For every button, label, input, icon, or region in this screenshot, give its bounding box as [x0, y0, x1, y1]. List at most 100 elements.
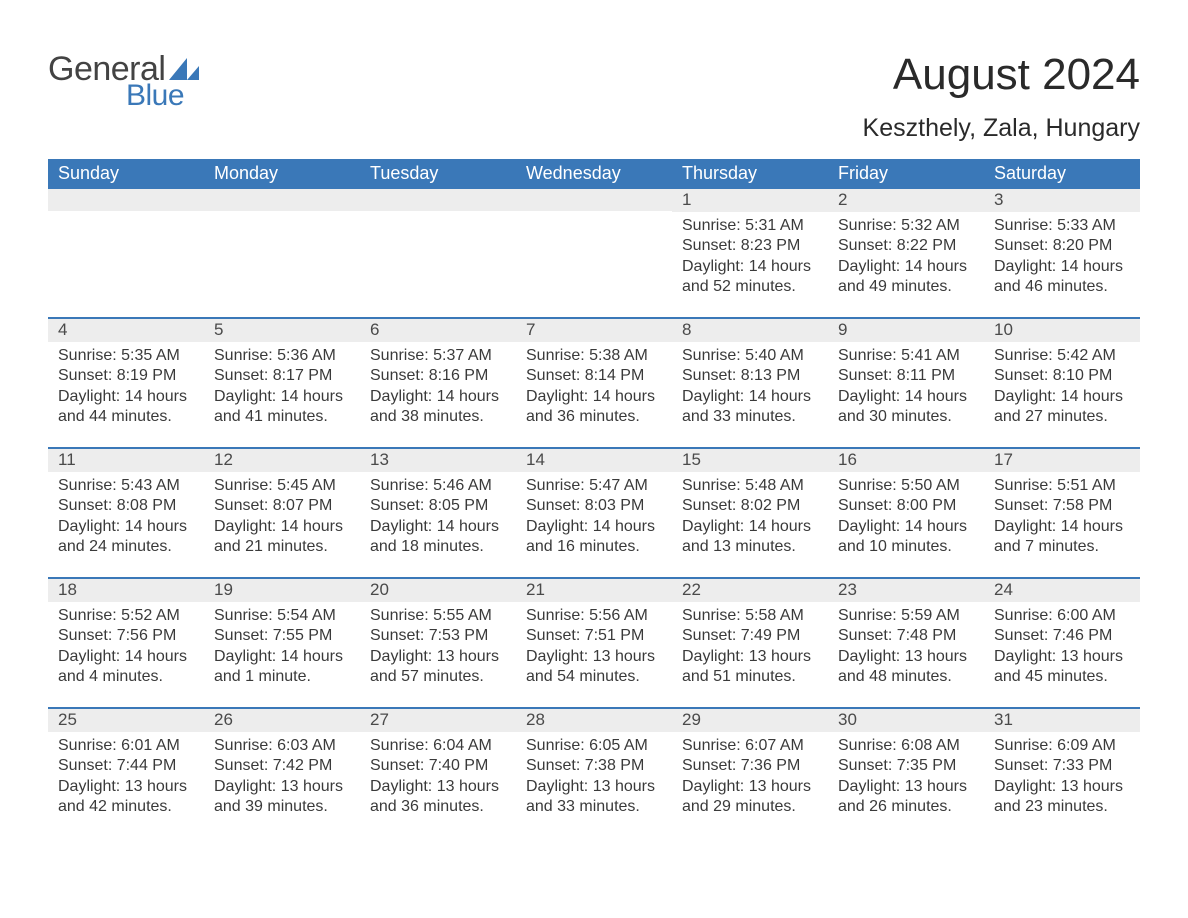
sunrise-text: Sunrise: 5:48 AM: [682, 476, 818, 496]
calendar-day-cell: 28Sunrise: 6:05 AMSunset: 7:38 PMDayligh…: [516, 709, 672, 837]
daylight-text: Daylight: 14 hours and 49 minutes.: [838, 257, 974, 298]
daylight-text: Daylight: 14 hours and 13 minutes.: [682, 517, 818, 558]
sunset-text: Sunset: 7:36 PM: [682, 756, 818, 776]
day-number: 24: [994, 580, 1013, 599]
sunset-text: Sunset: 8:23 PM: [682, 236, 818, 256]
day-number: 2: [838, 190, 847, 209]
calendar-day-cell: 8Sunrise: 5:40 AMSunset: 8:13 PMDaylight…: [672, 319, 828, 447]
sunset-text: Sunset: 8:13 PM: [682, 366, 818, 386]
header: General Blue August 2024 Keszthely, Zala…: [48, 50, 1140, 143]
sunset-text: Sunset: 7:51 PM: [526, 626, 662, 646]
day-number: 29: [682, 710, 701, 729]
calendar-day-cell: 22Sunrise: 5:58 AMSunset: 7:49 PMDayligh…: [672, 579, 828, 707]
day-number: 16: [838, 450, 857, 469]
weekday-header: Tuesday: [360, 159, 516, 189]
day-number-bar: 7: [516, 319, 672, 342]
weekday-header: Friday: [828, 159, 984, 189]
sunrise-text: Sunrise: 5:32 AM: [838, 216, 974, 236]
daylight-text: Daylight: 14 hours and 41 minutes.: [214, 387, 350, 428]
sunrise-text: Sunrise: 6:03 AM: [214, 736, 350, 756]
sunset-text: Sunset: 8:11 PM: [838, 366, 974, 386]
day-number: 11: [58, 450, 76, 469]
daylight-text: Daylight: 13 hours and 42 minutes.: [58, 777, 194, 818]
sunrise-text: Sunrise: 5:36 AM: [214, 346, 350, 366]
day-number-bar: 27: [360, 709, 516, 732]
calendar-day-cell: 25Sunrise: 6:01 AMSunset: 7:44 PMDayligh…: [48, 709, 204, 837]
calendar-day-cell: 15Sunrise: 5:48 AMSunset: 8:02 PMDayligh…: [672, 449, 828, 577]
daylight-text: Daylight: 14 hours and 21 minutes.: [214, 517, 350, 558]
daylight-text: Daylight: 14 hours and 4 minutes.: [58, 647, 194, 688]
weeks-container: 1Sunrise: 5:31 AMSunset: 8:23 PMDaylight…: [48, 189, 1140, 837]
page-title: August 2024: [863, 50, 1140, 100]
calendar-day-cell: 1Sunrise: 5:31 AMSunset: 8:23 PMDaylight…: [672, 189, 828, 317]
day-number-bar: 22: [672, 579, 828, 602]
sunset-text: Sunset: 7:40 PM: [370, 756, 506, 776]
day-number-bar: 6: [360, 319, 516, 342]
sunset-text: Sunset: 7:56 PM: [58, 626, 194, 646]
sunset-text: Sunset: 7:33 PM: [994, 756, 1130, 776]
daylight-text: Daylight: 14 hours and 36 minutes.: [526, 387, 662, 428]
day-number: 23: [838, 580, 857, 599]
day-number-bar: 28: [516, 709, 672, 732]
day-number: 10: [994, 320, 1013, 339]
calendar-day-cell: 9 Sunrise: 5:41 AMSunset: 8:11 PMDaylight…: [828, 319, 984, 447]
daylight-text: Daylight: 14 hours and 30 minutes.: [838, 387, 974, 428]
calendar-day-cell: 17Sunrise: 5:51 AMSunset: 7:58 PMDayligh…: [984, 449, 1140, 577]
day-number-bar: [48, 189, 204, 211]
calendar-day-cell: 20Sunrise: 5:55 AMSunset: 7:53 PMDayligh…: [360, 579, 516, 707]
sunrise-text: Sunrise: 5:52 AM: [58, 606, 194, 626]
sunrise-text: Sunrise: 5:45 AM: [214, 476, 350, 496]
sunrise-text: Sunrise: 5:41 AM: [838, 346, 974, 366]
sunrise-text: Sunrise: 5:54 AM: [214, 606, 350, 626]
day-number-bar: 13: [360, 449, 516, 472]
day-number: 27: [370, 710, 389, 729]
sunrise-text: Sunrise: 5:47 AM: [526, 476, 662, 496]
calendar-week-row: 4Sunrise: 5:35 AMSunset: 8:19 PMDaylight…: [48, 317, 1140, 447]
calendar-day-cell: 23Sunrise: 5:59 AMSunset: 7:48 PMDayligh…: [828, 579, 984, 707]
daylight-text: Daylight: 13 hours and 36 minutes.: [370, 777, 506, 818]
weekday-header: Thursday: [672, 159, 828, 189]
day-number-bar: 11: [48, 449, 204, 472]
day-number-bar: 5: [204, 319, 360, 342]
calendar-day-cell: 12Sunrise: 5:45 AMSunset: 8:07 PMDayligh…: [204, 449, 360, 577]
calendar-day-cell: 16Sunrise: 5:50 AMSunset: 8:00 PMDayligh…: [828, 449, 984, 577]
calendar-week-row: 1Sunrise: 5:31 AMSunset: 8:23 PMDaylight…: [48, 189, 1140, 317]
calendar-week-row: 11Sunrise: 5:43 AMSunset: 8:08 PMDayligh…: [48, 447, 1140, 577]
day-number: 28: [526, 710, 545, 729]
weekday-header: Saturday: [984, 159, 1140, 189]
daylight-text: Daylight: 14 hours and 24 minutes.: [58, 517, 194, 558]
day-number-bar: 17: [984, 449, 1140, 472]
day-number: 4: [58, 320, 67, 339]
day-number: 17: [994, 450, 1013, 469]
day-number: 30: [838, 710, 857, 729]
sunrise-text: Sunrise: 6:09 AM: [994, 736, 1130, 756]
daylight-text: Daylight: 13 hours and 39 minutes.: [214, 777, 350, 818]
weekday-header-row: Sunday Monday Tuesday Wednesday Thursday…: [48, 159, 1140, 189]
sunset-text: Sunset: 7:35 PM: [838, 756, 974, 776]
day-number-bar: 31: [984, 709, 1140, 732]
calendar-week-row: 25Sunrise: 6:01 AMSunset: 7:44 PMDayligh…: [48, 707, 1140, 837]
calendar-day-cell: 3Sunrise: 5:33 AMSunset: 8:20 PMDaylight…: [984, 189, 1140, 317]
calendar-day-cell: 14Sunrise: 5:47 AMSunset: 8:03 PMDayligh…: [516, 449, 672, 577]
day-number: 21: [526, 580, 545, 599]
day-number-bar: 10: [984, 319, 1140, 342]
calendar-day-cell: 13Sunrise: 5:46 AMSunset: 8:05 PMDayligh…: [360, 449, 516, 577]
calendar-day-cell: 6Sunrise: 5:37 AMSunset: 8:16 PMDaylight…: [360, 319, 516, 447]
weekday-header: Wednesday: [516, 159, 672, 189]
day-number: 22: [682, 580, 701, 599]
sunrise-text: Sunrise: 5:46 AM: [370, 476, 506, 496]
day-number: 26: [214, 710, 233, 729]
sunset-text: Sunset: 7:58 PM: [994, 496, 1130, 516]
sunset-text: Sunset: 8:16 PM: [370, 366, 506, 386]
calendar-day-cell: 29Sunrise: 6:07 AMSunset: 7:36 PMDayligh…: [672, 709, 828, 837]
sunset-text: Sunset: 8:07 PM: [214, 496, 350, 516]
logo: General Blue: [48, 50, 199, 113]
daylight-text: Daylight: 14 hours and 46 minutes.: [994, 257, 1130, 298]
sunset-text: Sunset: 8:17 PM: [214, 366, 350, 386]
day-number-bar: 29: [672, 709, 828, 732]
sunset-text: Sunset: 8:14 PM: [526, 366, 662, 386]
calendar-day-cell: 24Sunrise: 6:00 AMSunset: 7:46 PMDayligh…: [984, 579, 1140, 707]
day-number-bar: [204, 189, 360, 211]
day-number: 9: [838, 320, 847, 339]
daylight-text: Daylight: 13 hours and 33 minutes.: [526, 777, 662, 818]
